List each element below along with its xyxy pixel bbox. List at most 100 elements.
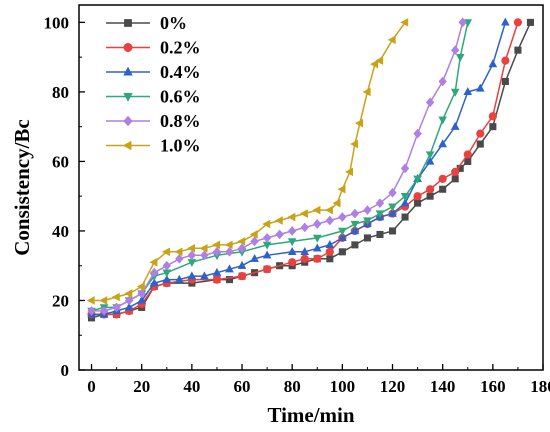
data-point bbox=[438, 174, 447, 183]
data-point bbox=[455, 53, 465, 62]
data-point bbox=[124, 295, 134, 306]
data-point bbox=[451, 167, 460, 176]
plot-area bbox=[78, 4, 544, 371]
series-1 bbox=[87, 18, 523, 319]
legend: 0% 0.2% 0.4% 0.6% 0.8% 1.0% bbox=[106, 13, 201, 156]
legend-marker bbox=[123, 115, 133, 127]
data-point bbox=[426, 185, 435, 194]
data-point bbox=[162, 260, 171, 271]
data-point bbox=[501, 17, 510, 26]
data-point bbox=[400, 18, 409, 27]
data-point bbox=[262, 233, 272, 243]
data-point bbox=[162, 274, 172, 283]
data-point bbox=[250, 253, 259, 262]
data-point bbox=[175, 274, 184, 283]
legend-label: 0.4% bbox=[160, 62, 201, 82]
data-point bbox=[300, 246, 310, 255]
data-point bbox=[400, 198, 410, 207]
series-line bbox=[91, 21, 406, 302]
data-point bbox=[137, 295, 147, 304]
data-point bbox=[400, 163, 410, 174]
data-point bbox=[489, 123, 497, 131]
data-point bbox=[325, 247, 334, 256]
data-point bbox=[476, 140, 484, 148]
data-point bbox=[376, 230, 384, 238]
data-point bbox=[288, 258, 297, 267]
y-tick-label: 100 bbox=[44, 13, 70, 32]
data-point bbox=[287, 212, 296, 222]
legend-item-0: 0% bbox=[106, 13, 187, 33]
data-point bbox=[199, 244, 208, 253]
legend-item-3: 0.6% bbox=[106, 87, 201, 107]
data-point bbox=[263, 265, 272, 274]
data-point bbox=[332, 198, 341, 208]
data-point bbox=[475, 83, 485, 92]
x-tick-label: 80 bbox=[284, 377, 301, 396]
y-tick-label: 60 bbox=[52, 152, 69, 171]
y-tick-label: 40 bbox=[52, 222, 69, 241]
data-point bbox=[299, 209, 308, 218]
y-tick-label: 20 bbox=[52, 291, 69, 310]
legend-marker bbox=[124, 19, 132, 27]
data-point bbox=[212, 275, 222, 284]
data-point bbox=[87, 306, 96, 316]
data-point bbox=[262, 250, 272, 259]
data-point bbox=[325, 240, 335, 249]
data-point bbox=[112, 302, 121, 313]
x-tick-label: 40 bbox=[183, 377, 200, 396]
data-point bbox=[149, 278, 159, 287]
data-point bbox=[99, 296, 108, 305]
x-tick-label: 180 bbox=[530, 377, 550, 396]
data-point bbox=[363, 234, 371, 242]
data-point bbox=[136, 282, 145, 291]
data-point bbox=[224, 240, 233, 250]
data-point bbox=[300, 222, 309, 233]
data-point bbox=[200, 271, 209, 280]
data-point bbox=[463, 150, 472, 159]
data-point bbox=[439, 185, 447, 193]
data-point bbox=[413, 128, 422, 139]
x-tick-label: 0 bbox=[87, 377, 96, 396]
data-point bbox=[350, 226, 360, 235]
x-tick-label: 120 bbox=[380, 377, 406, 396]
plot-frame bbox=[78, 4, 544, 371]
data-point bbox=[388, 203, 397, 212]
legend-marker bbox=[122, 140, 132, 151]
data-point bbox=[514, 46, 522, 54]
legend-item-1: 0.2% bbox=[106, 38, 201, 58]
data-point bbox=[149, 257, 158, 267]
x-axis-title: Time/min bbox=[267, 403, 354, 427]
data-point bbox=[250, 236, 259, 247]
data-point bbox=[225, 264, 234, 273]
series-2 bbox=[87, 17, 510, 318]
legend-label: 0% bbox=[160, 13, 187, 33]
data-point bbox=[438, 76, 447, 87]
data-point bbox=[187, 244, 196, 253]
data-point bbox=[338, 233, 347, 242]
legend-item-5: 1.0% bbox=[106, 136, 201, 156]
data-point bbox=[338, 227, 347, 236]
series-4 bbox=[87, 17, 467, 316]
data-point bbox=[401, 213, 409, 221]
data-point bbox=[363, 205, 372, 215]
legend-label: 0.6% bbox=[160, 87, 201, 107]
data-point bbox=[476, 129, 485, 138]
data-point bbox=[451, 45, 460, 56]
data-point bbox=[450, 88, 460, 97]
data-point bbox=[375, 198, 385, 208]
y-axis-title: Consistency/Bc bbox=[10, 119, 34, 256]
x-tick-label: 100 bbox=[330, 377, 356, 396]
axes: 0 20 40 60 80 100 120 140 160 180 0 20 40 60 80 100 bbox=[44, 13, 550, 396]
data-point bbox=[287, 226, 297, 236]
data-point bbox=[326, 255, 334, 263]
data-point bbox=[124, 302, 134, 311]
data-point bbox=[337, 184, 346, 194]
data-point bbox=[237, 272, 247, 281]
data-point bbox=[237, 260, 247, 269]
data-point bbox=[458, 17, 467, 28]
legend-label: 0.8% bbox=[160, 111, 201, 131]
data-point bbox=[161, 247, 170, 257]
data-point bbox=[312, 243, 322, 252]
data-point bbox=[355, 118, 364, 128]
